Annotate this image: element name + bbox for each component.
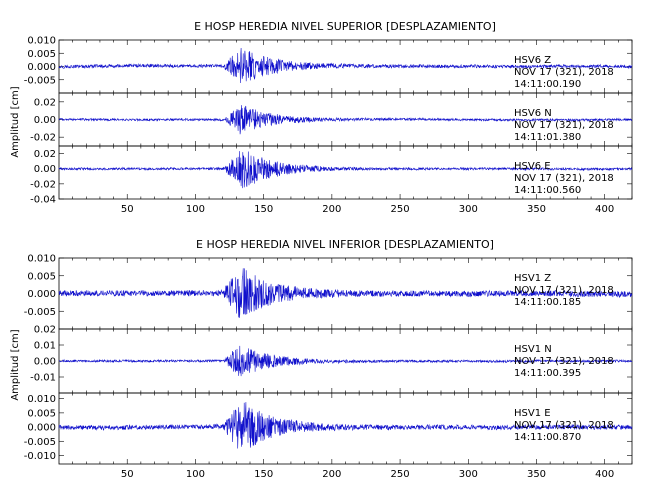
- x-tick-label: 400: [595, 204, 614, 215]
- trace-annotation: NOV 17 (321), 2018: [514, 285, 614, 296]
- x-tick-label: 100: [186, 204, 205, 215]
- y-tick-label: -0.02: [30, 179, 56, 190]
- trace-annotation: HSV1 E: [514, 408, 551, 419]
- seismogram-trace: [58, 345, 633, 377]
- trace-annotation: HSV6 Z: [514, 55, 551, 66]
- y-tick-label: -0.04: [30, 195, 56, 206]
- seismogram-trace: [58, 268, 633, 318]
- x-tick-label: 50: [121, 204, 134, 215]
- trace-annotation: 14:11:01.380: [514, 132, 581, 143]
- y-tick-label: -0.005: [24, 437, 56, 448]
- y-tick-label: -0.005: [24, 75, 56, 86]
- x-tick-label: 350: [527, 469, 546, 480]
- trace-annotation: NOV 17 (321), 2018: [514, 420, 614, 431]
- trace-annotation: HSV1 Z: [514, 273, 551, 284]
- x-tick-label: 100: [186, 469, 205, 480]
- y-tick-label: 0.005: [27, 271, 56, 282]
- y-tick-label: 0.005: [27, 49, 56, 60]
- trace-annotation: NOV 17 (321), 2018: [514, 67, 614, 78]
- y-tick-label: -0.02: [30, 133, 56, 144]
- y-tick-label: 0.000: [27, 62, 56, 73]
- trace-annotation: 14:11:00.190: [514, 79, 581, 90]
- x-tick-label: 350: [527, 204, 546, 215]
- trace-annotation: 14:11:00.395: [514, 368, 581, 379]
- seismogram-trace: [58, 47, 633, 84]
- trace-annotation: HSV6 E: [514, 161, 551, 172]
- y-tick-label: 0.000: [27, 423, 56, 434]
- seismogram-trace: [58, 402, 633, 449]
- lower-block-y-axis-label: Amplitud [cm]: [10, 329, 21, 400]
- seismogram-trace: [58, 105, 633, 135]
- x-tick-label: 250: [391, 204, 410, 215]
- y-tick-label: -0.01: [30, 373, 56, 384]
- y-tick-label: 0.02: [34, 325, 56, 336]
- y-tick-label: 0.010: [27, 254, 56, 265]
- x-tick-label: 200: [322, 204, 341, 215]
- lower-block-title: E HOSP HEREDIA NIVEL INFERIOR [DESPLAZAM…: [196, 238, 494, 251]
- y-tick-label: 0.00: [34, 357, 56, 368]
- y-tick-label: -0.010: [24, 451, 56, 462]
- trace-annotation: NOV 17 (321), 2018: [514, 120, 614, 131]
- y-tick-label: 0.000: [27, 289, 56, 300]
- y-tick-label: 0.005: [27, 408, 56, 419]
- y-tick-label: 0.00: [34, 115, 56, 126]
- upper-block-y-axis-label: Amplitud [cm]: [10, 86, 21, 157]
- y-tick-label: 0.010: [27, 36, 56, 47]
- y-tick-label: 0.02: [34, 97, 56, 108]
- trace-annotation: 14:11:00.870: [514, 432, 581, 443]
- y-tick-label: 0.00: [34, 164, 56, 175]
- x-tick-label: 150: [254, 469, 273, 480]
- x-tick-label: 200: [322, 469, 341, 480]
- trace-annotation: NOV 17 (321), 2018: [514, 173, 614, 184]
- x-tick-label: 150: [254, 204, 273, 215]
- seismogram-trace: [58, 151, 633, 189]
- trace-annotation: NOV 17 (321), 2018: [514, 356, 614, 367]
- upper-block-title: E HOSP HEREDIA NIVEL SUPERIOR [DESPLAZAM…: [194, 20, 496, 33]
- x-tick-label: 250: [391, 469, 410, 480]
- trace-annotation: 14:11:00.185: [514, 297, 581, 308]
- y-tick-label: -0.005: [24, 307, 56, 318]
- x-tick-label: 300: [459, 469, 478, 480]
- x-tick-label: 300: [459, 204, 478, 215]
- x-tick-label: 50: [121, 469, 134, 480]
- trace-annotation: HSV6 N: [514, 108, 552, 119]
- y-tick-label: 0.010: [27, 394, 56, 405]
- trace-annotation: HSV1 N: [514, 344, 552, 355]
- y-tick-label: 0.01: [34, 341, 56, 352]
- y-tick-label: 0.02: [34, 149, 56, 160]
- x-tick-label: 400: [595, 469, 614, 480]
- trace-annotation: 14:11:00.560: [514, 185, 581, 196]
